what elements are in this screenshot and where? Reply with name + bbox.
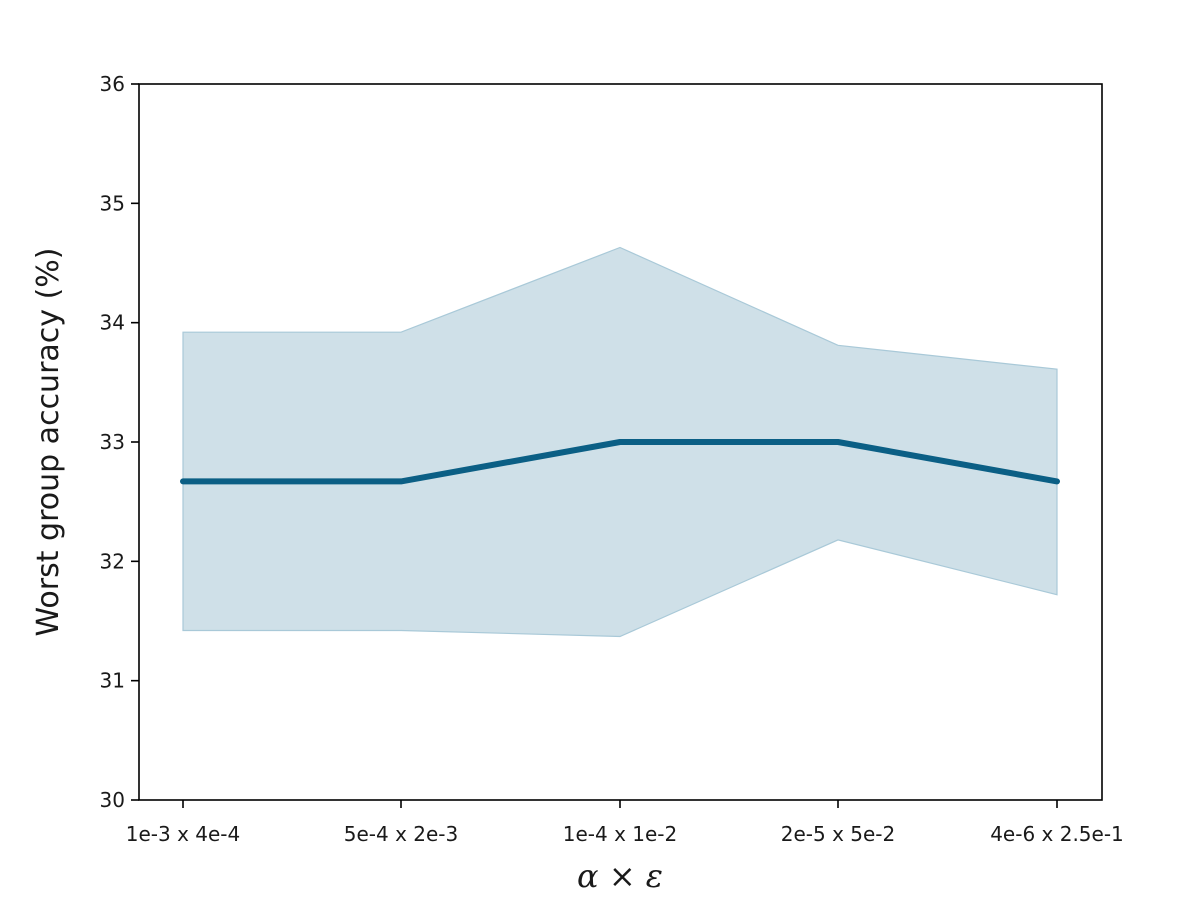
y-axis: 30 31 32 33 34 35 36 xyxy=(100,72,139,812)
y-tick-label: 30 xyxy=(100,788,125,812)
x-tick-label: 2e-5 x 5e-2 xyxy=(781,822,896,846)
y-tick-label: 32 xyxy=(100,549,125,573)
x-tick-label: 1e-3 x 4e-4 xyxy=(126,822,241,846)
x-tick-label: 4e-6 x 2.5e-1 xyxy=(990,822,1124,846)
x-tick-label: 5e-4 x 2e-3 xyxy=(344,822,459,846)
y-tick-label: 33 xyxy=(100,430,125,454)
y-tick-label: 34 xyxy=(100,311,125,335)
y-axis-label: Worst group accuracy (%) xyxy=(31,248,66,637)
y-tick-label: 36 xyxy=(100,72,125,96)
y-tick-label: 31 xyxy=(100,669,125,693)
x-tick-label: 1e-4 x 1e-2 xyxy=(563,822,678,846)
series-line-layer xyxy=(180,439,1060,485)
x-axis: 1e-3 x 4e-4 5e-4 x 2e-3 1e-4 x 1e-2 2e-5 x … xyxy=(126,800,1124,846)
y-tick-label: 35 xyxy=(100,191,125,215)
x-axis-label: α × ε xyxy=(577,857,663,895)
